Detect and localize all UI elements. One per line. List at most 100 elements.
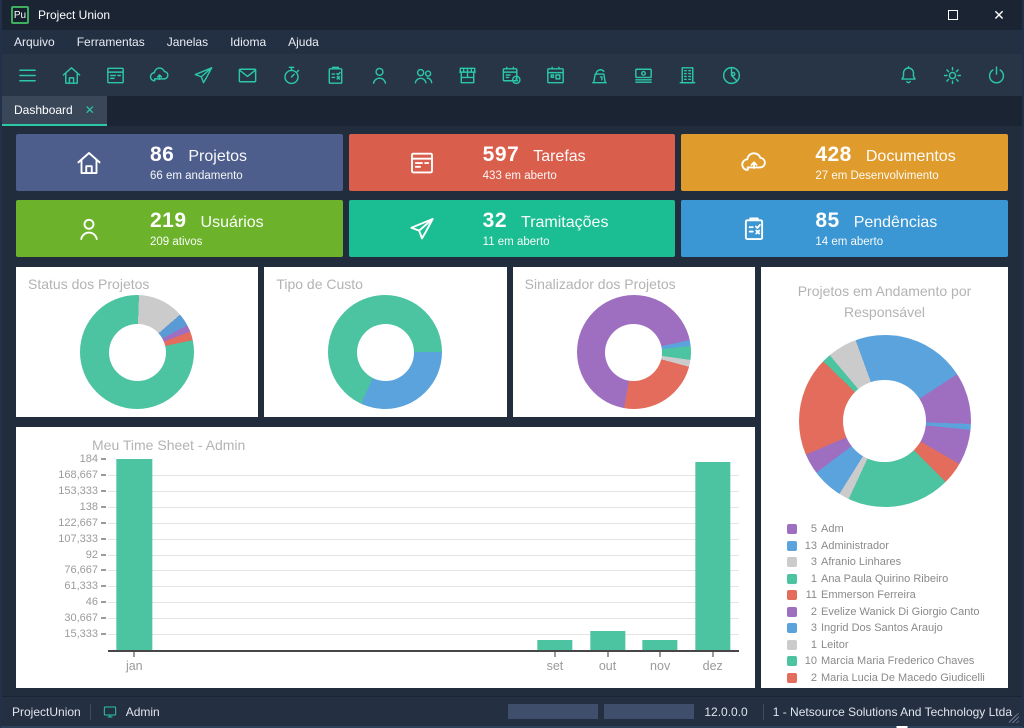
legend-name: Emmerson Ferreira (821, 589, 916, 601)
bell-icon[interactable] (897, 64, 920, 87)
stat-card-text: 597 Tarefas 433 em aberto (483, 143, 586, 182)
left-column: Status dos Projetos Tipo de Custo Sinaliza… (16, 267, 755, 688)
legend-count: 2 (810, 671, 817, 684)
gridline (108, 554, 739, 556)
stat-label: Tramitações (521, 214, 609, 231)
y-axis-label: 92 (85, 548, 98, 561)
minimize-button[interactable] (884, 0, 930, 728)
send-icon[interactable] (192, 64, 215, 87)
stat-sub: 27 em Desenvolvimento (815, 170, 939, 182)
gridline (108, 490, 739, 492)
x-tick (553, 652, 556, 657)
y-tick (101, 458, 106, 460)
tab-close-icon[interactable]: ✕ (84, 103, 95, 117)
menu-idioma[interactable]: Idioma (230, 35, 267, 49)
chart-title: Tipo de Custo (276, 276, 363, 292)
users-icon[interactable] (412, 64, 435, 87)
building-icon[interactable] (676, 64, 699, 87)
home-icon[interactable] (60, 64, 83, 87)
legend-name: Ingrid Dos Santos Araujo (821, 622, 943, 634)
mail-icon[interactable] (236, 64, 259, 87)
gridline (108, 538, 739, 540)
menu-janelas[interactable]: Janelas (166, 35, 209, 49)
timesheet-title: Meu Time Sheet - Admin (92, 437, 246, 453)
statusbar-company: 1 - Netsource Solutions And Technology L… (772, 704, 1012, 719)
hamburger-icon[interactable] (16, 64, 39, 87)
stopwatch-icon[interactable] (280, 64, 303, 87)
donut-hole (843, 379, 926, 463)
bar-set (537, 639, 573, 650)
statusbar-separator (89, 703, 91, 720)
stat-value: 597 (482, 143, 520, 166)
clipboard-icon[interactable] (324, 64, 347, 87)
donut-hole (605, 323, 663, 381)
money-icon[interactable] (632, 64, 655, 87)
statusbar-placeholder-1 (508, 704, 599, 719)
stat-card-projetos[interactable]: 86 Projetos 66 em andamento (16, 134, 343, 191)
y-axis-label: 138 (79, 500, 98, 513)
tasks-icon (407, 148, 437, 178)
responsavel-title: Projetos em Andamento por Responsável (797, 283, 972, 320)
legend-name: Ana Paula Quirino Ribeiro (821, 572, 949, 585)
resize-grip[interactable] (1009, 713, 1019, 723)
legend-count: 3 (810, 622, 817, 634)
tasks-icon[interactable] (104, 64, 127, 87)
pie-chart-icon[interactable] (720, 64, 743, 87)
responsavel-legend: 5 Adm 13 Administrador 3 Afranio Linhares 1 Ana… (771, 523, 998, 684)
x-axis-label: nov (650, 659, 671, 673)
y-axis-label: 46 (85, 596, 98, 609)
y-tick (101, 489, 106, 492)
y-tick (101, 553, 106, 556)
statusbar-user: Admin (125, 704, 160, 719)
dashboard-content: 86 Projetos 66 em andamento 597 Tarefas 433 e… (2, 126, 1022, 696)
legend-name: Maria Lucia De Macedo Giudicelli (821, 671, 985, 684)
power-icon[interactable] (985, 64, 1008, 87)
stat-card-usuários[interactable]: 219 Usuários 209 ativos (16, 200, 343, 257)
stat-card-documentos[interactable]: 428 Documentos 27 em Desenvolvimento (681, 134, 1008, 191)
legend-count: 10 (804, 655, 817, 667)
legend-name: Adm (821, 523, 844, 535)
y-axis-label: 76,667 (64, 564, 98, 577)
stat-card-tarefas[interactable]: 597 Tarefas 433 em aberto (348, 134, 676, 191)
x-axis-label: set (546, 659, 564, 673)
close-button[interactable]: ✕ (993, 6, 1005, 23)
legend-item: 11 Emmerson Ferreira (787, 589, 998, 601)
cloud-upload-icon[interactable] (148, 64, 171, 87)
legend-swatch (787, 606, 797, 617)
stat-sub: 209 ativos (150, 236, 203, 248)
home-icon (74, 148, 104, 178)
legend-count: 2 (810, 605, 817, 618)
stat-card-text: 86 Projetos 66 em andamento (150, 143, 247, 182)
menu-ajuda[interactable]: Ajuda (288, 35, 319, 49)
gridline (108, 522, 739, 524)
menu-arquivo[interactable]: Arquivo (14, 35, 55, 49)
y-axis-label: 15,333 (64, 628, 98, 641)
gridline (108, 586, 739, 588)
legend-swatch (787, 540, 797, 551)
legend-item: 1 Leitor (787, 639, 998, 651)
store-icon[interactable] (456, 64, 479, 87)
legend-swatch (787, 639, 797, 650)
clipboard-icon (739, 214, 769, 244)
donut-chart (576, 295, 691, 409)
settings-icon[interactable] (941, 64, 964, 87)
maximize-button[interactable] (930, 0, 976, 30)
schedule-icon[interactable] (500, 64, 523, 87)
stat-label: Usuários (200, 214, 264, 231)
stat-card-tramitações[interactable]: 32 Tramitações 11 em aberto (348, 200, 676, 257)
y-tick (101, 505, 106, 508)
meter-icon[interactable] (588, 64, 611, 87)
tab-dashboard[interactable]: Dashboard ✕ (2, 96, 107, 126)
legend-item: 2 Maria Lucia De Macedo Giudicelli (787, 672, 998, 684)
user-icon[interactable] (368, 64, 391, 87)
stat-value: 85 (815, 209, 840, 232)
gridline (108, 602, 739, 604)
stat-card-pendências[interactable]: 85 Pendências 14 em aberto (681, 200, 1008, 257)
chart-title: Sinalizador dos Projetos (524, 276, 676, 292)
legend-swatch (787, 573, 797, 584)
legend-swatch (787, 557, 797, 567)
menu-ferramentas[interactable]: Ferramentas (76, 35, 145, 49)
legend-name: Evelize Wanick Di Giorgio Canto (821, 605, 980, 618)
y-tick (101, 601, 106, 604)
calendar-icon[interactable] (544, 64, 567, 87)
